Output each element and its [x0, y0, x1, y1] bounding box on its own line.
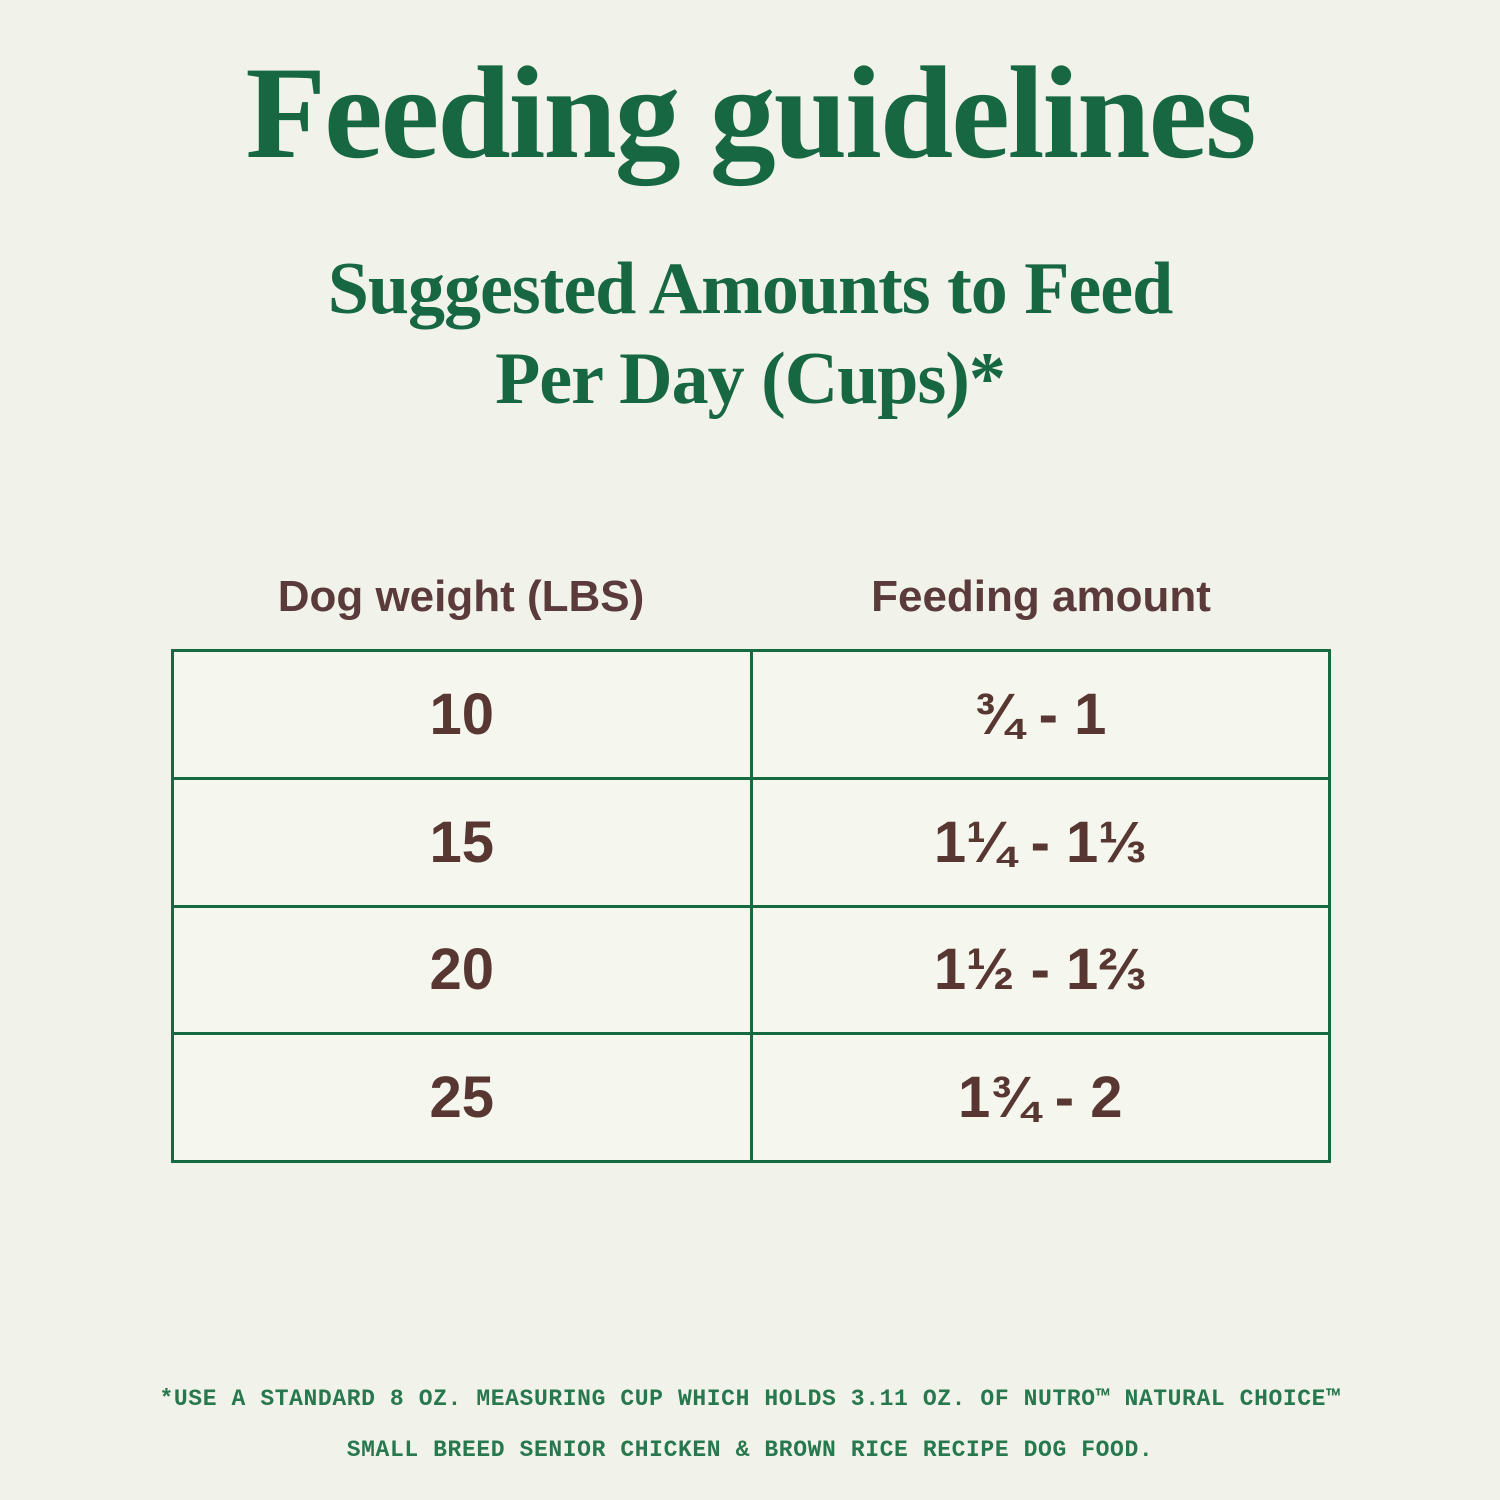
footnote-line-1: *USE A STANDARD 8 OZ. MEASURING CUP WHIC… — [159, 1386, 1341, 1412]
weight-cell-row-3: 20 — [174, 907, 750, 1033]
table-column-headers: Dog weight (LBS) Feeding amount — [171, 572, 1331, 622]
column-header-dog-weight: Dog weight (LBS) — [277, 572, 645, 621]
amount-cell-row-1: ¾ - 1 — [752, 652, 1328, 777]
subtitle-line-1: Suggested Amounts to Feed — [327, 248, 1174, 330]
amount-cell-row-2: 1¼ - 1⅓ — [752, 779, 1328, 905]
feeding-guidelines-table: 10 ¾ - 1 15 1¼ - 1⅓ 20 1½ - 1⅔ 25 1¾ - 2 — [171, 649, 1331, 1163]
footnote-line-2: SMALL BREED SENIOR CHICKEN & BROWN RICE … — [346, 1436, 1154, 1463]
weight-cell-row-1: 10 — [174, 652, 750, 777]
weight-cell-row-2: 15 — [174, 779, 750, 905]
amount-cell-row-3: 1½ - 1⅔ — [752, 907, 1328, 1033]
column-header-feeding-amount: Feeding amount — [871, 572, 1211, 621]
measuring-cup-footnote: *USE A STANDARD 8 OZ. MEASURING CUP WHIC… — [0, 1374, 1500, 1475]
page-title: Feeding guidelines — [245, 39, 1256, 186]
subtitle-line-2: Per Day (Cups)* — [495, 338, 1006, 421]
amount-cell-row-4: 1¾ - 2 — [752, 1035, 1328, 1160]
weight-cell-row-4: 25 — [174, 1035, 750, 1160]
page-subtitle: Suggested Amounts to Feed Per Day (Cups)… — [0, 244, 1500, 425]
